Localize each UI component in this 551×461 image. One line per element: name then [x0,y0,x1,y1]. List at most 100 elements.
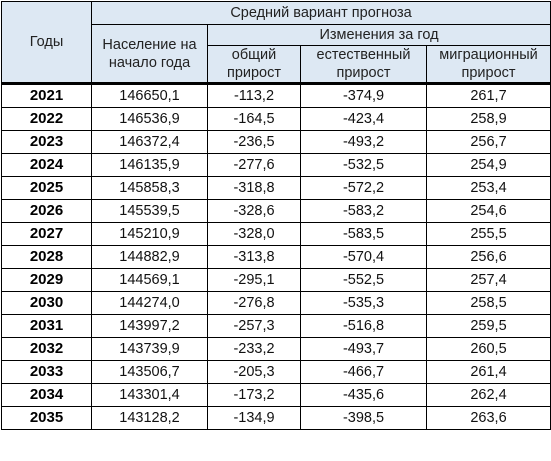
population-cell: 146536,9 [91,107,208,131]
year-cell: 2026 [1,199,92,223]
total-change-cell: -318,8 [207,176,301,200]
total-change-cell: -164,5 [207,107,301,131]
population-cell: 143997,2 [91,314,208,338]
natural-change-cell: -583,5 [300,222,427,246]
header-natural: естественный прирост [300,45,427,85]
natural-change-cell: -493,7 [300,337,427,361]
header-population-line-1: Население на [102,36,197,53]
total-change-cell: -276,8 [207,291,301,315]
natural-change-cell: -516,8 [300,314,427,338]
year-cell: 2023 [1,130,92,154]
header-population-line-2: начало года [108,54,191,71]
header-population: Население на начало года [91,24,208,85]
migration-change-cell: 260,5 [425,337,551,361]
natural-change-cell: -552,5 [300,268,427,292]
migration-change-cell: 257,4 [425,268,551,292]
migration-change-cell: 256,7 [425,130,551,154]
natural-change-cell: -374,9 [300,83,427,108]
table-row: 2034 143301,4 -173,2 -435,6 262,4 [1,383,551,407]
migration-change-cell: 254,9 [425,153,551,177]
year-cell: 2021 [1,83,92,108]
table-row: 2023 146372,4 -236,5 -493,2 256,7 [1,130,551,154]
migration-change-cell: 253,4 [425,176,551,200]
population-cell: 143301,4 [91,383,208,407]
population-cell: 145539,5 [91,199,208,223]
total-change-cell: -113,2 [207,83,301,108]
total-change-cell: -328,0 [207,222,301,246]
population-forecast-table: Годы Средний вариант прогноза Население … [1,1,551,430]
header-total-line-2: прирост [226,65,282,81]
natural-change-cell: -466,7 [300,360,427,384]
table-row: 2032 143739,9 -233,2 -493,7 260,5 [1,337,551,361]
year-cell: 2022 [1,107,92,131]
natural-change-cell: -572,2 [300,176,427,200]
total-change-cell: -233,2 [207,337,301,361]
population-cell: 144274,0 [91,291,208,315]
table-row: 2026 145539,5 -328,6 -583,2 254,6 [1,199,551,223]
year-cell: 2031 [1,314,92,338]
year-cell: 2034 [1,383,92,407]
population-cell: 143128,2 [91,406,208,430]
migration-change-cell: 259,5 [425,314,551,338]
year-cell: 2029 [1,268,92,292]
migration-change-cell: 261,4 [425,360,551,384]
population-cell: 144882,9 [91,245,208,269]
year-cell: 2025 [1,176,92,200]
total-change-cell: -236,5 [207,130,301,154]
header-total: общий прирост [207,45,301,85]
migration-change-cell: 256,6 [425,245,551,269]
table-row: 2030 144274,0 -276,8 -535,3 258,5 [1,291,551,315]
population-cell: 143739,9 [91,337,208,361]
table-row: 2021 146650,1 -113,2 -374,9 261,7 [1,83,551,108]
population-cell: 146135,9 [91,153,208,177]
total-change-cell: -173,2 [207,383,301,407]
natural-change-cell: -423,4 [300,107,427,131]
table-row: 2025 145858,3 -318,8 -572,2 253,4 [1,176,551,200]
year-cell: 2033 [1,360,92,384]
year-cell: 2032 [1,337,92,361]
migration-change-cell: 263,6 [425,406,551,430]
header-years: Годы [1,1,92,85]
population-cell: 143506,7 [91,360,208,384]
table-row: 2024 146135,9 -277,6 -532,5 254,9 [1,153,551,177]
year-cell: 2030 [1,291,92,315]
migration-change-cell: 262,4 [425,383,551,407]
total-change-cell: -295,1 [207,268,301,292]
natural-change-cell: -398,5 [300,406,427,430]
migration-change-cell: 254,6 [425,199,551,223]
header-natural-line-1: естественный [316,47,411,63]
natural-change-cell: -535,3 [300,291,427,315]
year-cell: 2028 [1,245,92,269]
table-row: 2028 144882,9 -313,8 -570,4 256,6 [1,245,551,269]
migration-change-cell: 255,5 [425,222,551,246]
natural-change-cell: -570,4 [300,245,427,269]
total-change-cell: -313,8 [207,245,301,269]
natural-change-cell: -583,2 [300,199,427,223]
table-row: 2031 143997,2 -257,3 -516,8 259,5 [1,314,551,338]
migration-change-cell: 258,9 [425,107,551,131]
natural-change-cell: -435,6 [300,383,427,407]
table-row: 2022 146536,9 -164,5 -423,4 258,9 [1,107,551,131]
population-cell: 146372,4 [91,130,208,154]
migration-change-cell: 258,5 [425,291,551,315]
total-change-cell: -205,3 [207,360,301,384]
natural-change-cell: -532,5 [300,153,427,177]
header-forecast: Средний вариант прогноза [90,1,551,25]
natural-change-cell: -493,2 [300,130,427,154]
header-migration-line-1: миграционный [439,47,538,63]
table-row: 2033 143506,7 -205,3 -466,7 261,4 [1,360,551,384]
total-change-cell: -134,9 [207,406,301,430]
header-natural-line-2: прирост [336,65,391,81]
total-change-cell: -257,3 [207,314,301,338]
year-cell: 2027 [1,222,92,246]
table-row: 2029 144569,1 -295,1 -552,5 257,4 [1,268,551,292]
header-migration-line-2: прирост [461,65,516,81]
population-cell: 144569,1 [91,268,208,292]
population-cell: 146650,1 [91,83,208,108]
total-change-cell: -328,6 [207,199,301,223]
table-body: 2021 146650,1 -113,2 -374,9 261,7 2022 146536,… [1,83,551,430]
total-change-cell: -277,6 [207,153,301,177]
population-cell: 145858,3 [91,176,208,200]
table-row: 2027 145210,9 -328,0 -583,5 255,5 [1,222,551,246]
